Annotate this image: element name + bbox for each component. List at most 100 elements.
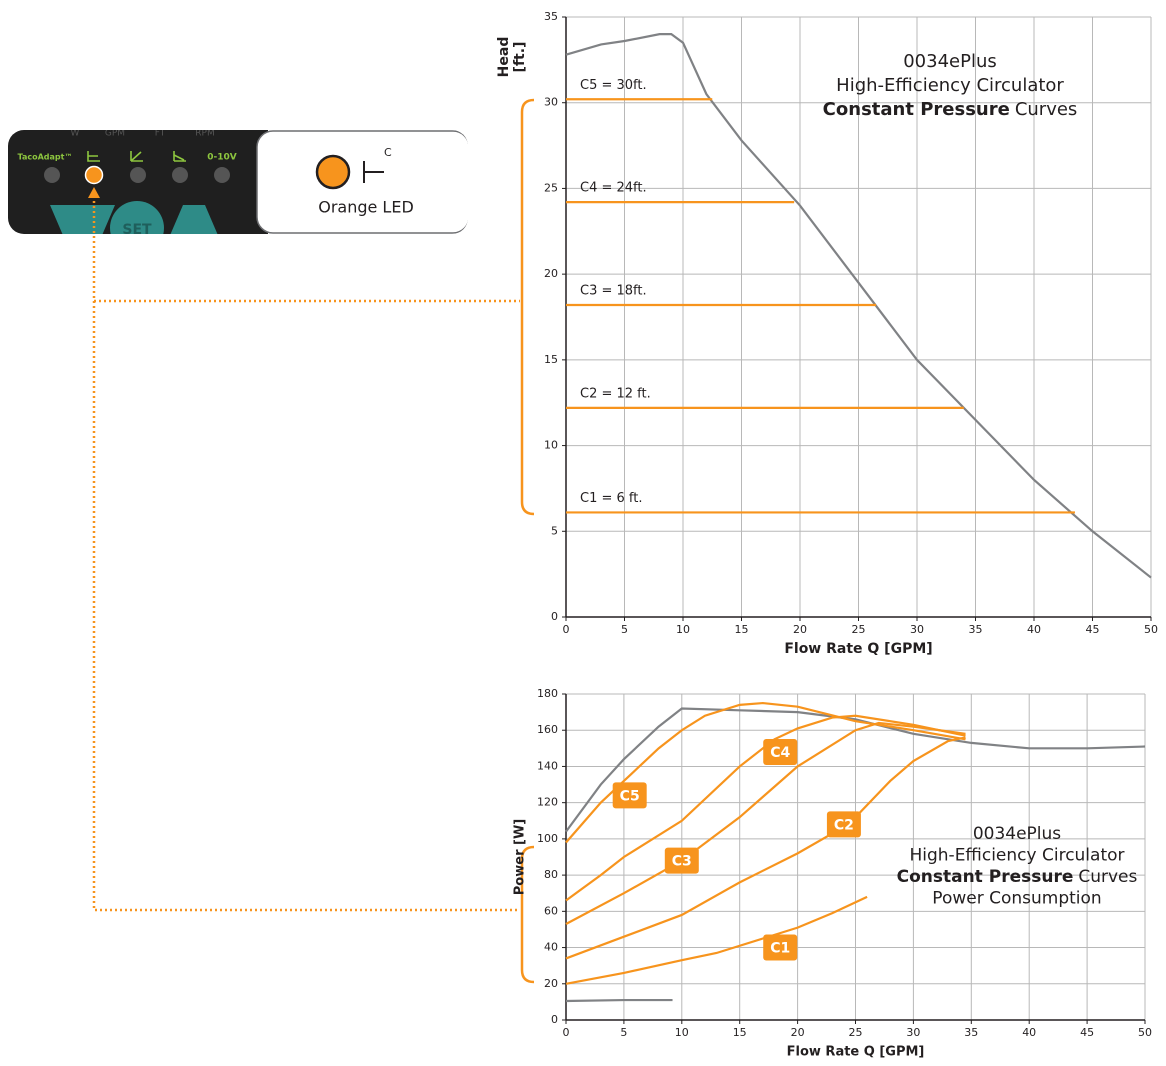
x-tick-label: 20 [791, 1026, 805, 1039]
series-line [565, 33, 1152, 579]
x-tick-label: 50 [1144, 623, 1158, 636]
y-tick-label: 0 [551, 610, 558, 623]
x-tick-label: 40 [1022, 1026, 1036, 1039]
x-tick-label: 25 [852, 623, 866, 636]
indicator-label: FT [155, 129, 166, 139]
y-tick-label: 0 [551, 1013, 558, 1026]
set-label: SET [122, 222, 152, 238]
x-tick-label: 45 [1080, 1026, 1094, 1039]
led [172, 167, 188, 183]
title-rest: Curves [1015, 99, 1077, 120]
x-tick-label: 20 [793, 623, 807, 636]
y-tick-label: 120 [537, 796, 558, 809]
y-tick-label: 10 [544, 439, 558, 452]
y-tick-label: 5 [551, 524, 558, 537]
x-tick-label: 15 [733, 1026, 747, 1039]
chart-title: High-Efficiency Circulator [909, 846, 1124, 866]
control-panel: W GPM FT RPM TacoAdapt™ 0-10V SET C Oran… [8, 129, 468, 255]
x-axis-label: Flow Rate Q [GPM] [787, 1045, 925, 1060]
series-label: C5 = 30ft. [580, 78, 647, 93]
chart-title: Constant Pressure Curves [823, 99, 1078, 120]
indicator-label: W [71, 129, 80, 139]
x-tick-label: 0 [563, 623, 570, 636]
x-tick-label: 5 [621, 623, 628, 636]
legend-letter: C [384, 146, 392, 159]
series-label: C2 = 12 ft. [580, 386, 651, 401]
badge-box [763, 934, 798, 961]
y-tick-label: 35 [544, 10, 558, 23]
badge-label: C4 [770, 745, 790, 761]
badge-box [664, 847, 699, 874]
bracket [520, 98, 535, 516]
series-line [565, 721, 966, 925]
led [44, 167, 60, 183]
connector-arrow [88, 187, 100, 198]
y-tick-label: 160 [537, 723, 558, 736]
series-line [565, 736, 966, 960]
curve-badge: C3 [664, 847, 699, 874]
curve-badge: C2 [826, 811, 861, 838]
legend-led [315, 154, 351, 190]
curve-badge: C5 [612, 782, 647, 809]
chart-title: High-Efficiency Circulator [836, 75, 1064, 96]
badge-label: C1 [770, 941, 790, 957]
led [130, 167, 146, 183]
badge-label: C5 [620, 788, 640, 804]
bracket [520, 845, 535, 984]
connector-line [92, 196, 520, 912]
x-tick-label: 45 [1086, 623, 1100, 636]
series-label: C1 = 6 ft. [580, 491, 643, 506]
series-line [565, 707, 1146, 833]
connectors [92, 196, 520, 912]
led-orange [84, 165, 104, 185]
x-tick-label: 30 [906, 1026, 920, 1039]
y-tick-label: 15 [544, 353, 558, 366]
x-tick-label: 5 [620, 1026, 627, 1039]
y-axis-label: Power [W] [513, 819, 528, 895]
badge-box [612, 782, 647, 809]
badge-label: C3 [672, 854, 692, 870]
y-tick-label: 140 [537, 759, 558, 772]
indicator-label: GPM [105, 129, 125, 139]
series-line [565, 998, 673, 1003]
y-tick-label: 80 [544, 868, 558, 881]
title-bold: Constant Pressure [897, 867, 1074, 887]
y-tick-label: 180 [537, 687, 558, 700]
up-button[interactable] [168, 205, 220, 240]
x-tick-label: 40 [1027, 623, 1041, 636]
y-tick-label: 60 [544, 904, 558, 917]
x-tick-label: 0 [563, 1026, 570, 1039]
y-tick-label: 30 [544, 96, 558, 109]
curve-badge: C4 [763, 738, 798, 765]
x-tick-label: 50 [1138, 1026, 1152, 1039]
y-tick-label: 25 [544, 181, 558, 194]
y-tick-label: 40 [544, 941, 558, 954]
x-tick-label: 35 [964, 1026, 978, 1039]
title-bold: Constant Pressure [823, 99, 1010, 120]
curve-badge: C1 [763, 934, 798, 961]
input-label: 0-10V [207, 153, 237, 163]
led [214, 167, 230, 183]
series-label: C4 = 24ft. [580, 181, 647, 196]
y-tick-label: 20 [544, 267, 558, 280]
y-axis-label: [ft.] [512, 42, 528, 73]
x-tick-label: 30 [910, 623, 924, 636]
series-line [565, 895, 868, 985]
legend-icon [363, 161, 384, 183]
chart-title: Constant Pressure Curves [897, 867, 1138, 887]
chart-title: 0034ePlus [903, 51, 997, 72]
y-tick-label: 20 [544, 977, 558, 990]
mode-icon [130, 151, 143, 162]
mode-icon [173, 151, 186, 162]
badge-box [763, 738, 798, 765]
set-button[interactable] [110, 201, 164, 255]
x-tick-label: 10 [675, 1026, 689, 1039]
title-rest: Curves [1078, 867, 1137, 887]
down-button[interactable] [50, 205, 115, 240]
x-tick-label: 10 [676, 623, 690, 636]
chart-subtitle: Power Consumption [932, 889, 1101, 909]
series-label: C3 = 18ft. [580, 284, 647, 299]
chart-title: 0034ePlus [973, 824, 1061, 844]
legend-text: Orange LED [318, 198, 414, 217]
